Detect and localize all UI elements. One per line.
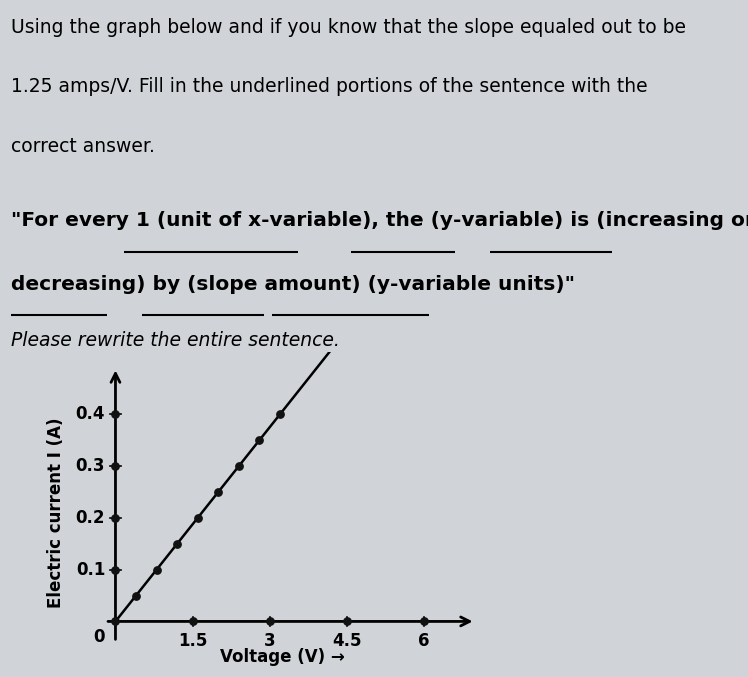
Point [212, 487, 224, 498]
Text: 0.3: 0.3 [76, 457, 105, 475]
Point [341, 616, 353, 627]
Point [171, 538, 183, 549]
Text: "For every 1 (unit of x-variable), the (y-variable) is (increasing or: "For every 1 (unit of x-variable), the (… [11, 211, 748, 230]
Text: 1.5: 1.5 [178, 632, 207, 650]
Point [109, 460, 121, 471]
Text: correct answer.: correct answer. [11, 137, 155, 156]
Text: 3: 3 [264, 632, 275, 650]
Point [130, 590, 142, 601]
Point [264, 616, 276, 627]
Point [191, 512, 203, 523]
Point [109, 564, 121, 575]
Text: 0.2: 0.2 [76, 509, 105, 527]
Point [109, 512, 121, 523]
Text: 0: 0 [94, 628, 105, 646]
Text: Voltage (V) →: Voltage (V) → [220, 649, 345, 666]
Point [274, 409, 286, 420]
Point [109, 409, 121, 420]
Text: 0.1: 0.1 [76, 561, 105, 579]
Point [254, 435, 266, 445]
Text: 0.4: 0.4 [76, 406, 105, 423]
Point [418, 616, 430, 627]
Text: Electric current I (A): Electric current I (A) [47, 418, 65, 608]
Text: 4.5: 4.5 [332, 632, 361, 650]
Point [109, 616, 121, 627]
Text: Please rewrite the entire sentence.: Please rewrite the entire sentence. [11, 331, 340, 350]
Point [187, 616, 199, 627]
Text: 1.25 amps/V. Fill in the underlined portions of the sentence with the: 1.25 amps/V. Fill in the underlined port… [11, 77, 648, 96]
Text: decreasing) by (slope amount) (y-variable units)": decreasing) by (slope amount) (y-variabl… [11, 275, 575, 294]
Point [150, 564, 162, 575]
Text: Using the graph below and if you know that the slope equaled out to be: Using the graph below and if you know th… [11, 18, 686, 37]
Text: 6: 6 [418, 632, 430, 650]
Point [233, 460, 245, 471]
